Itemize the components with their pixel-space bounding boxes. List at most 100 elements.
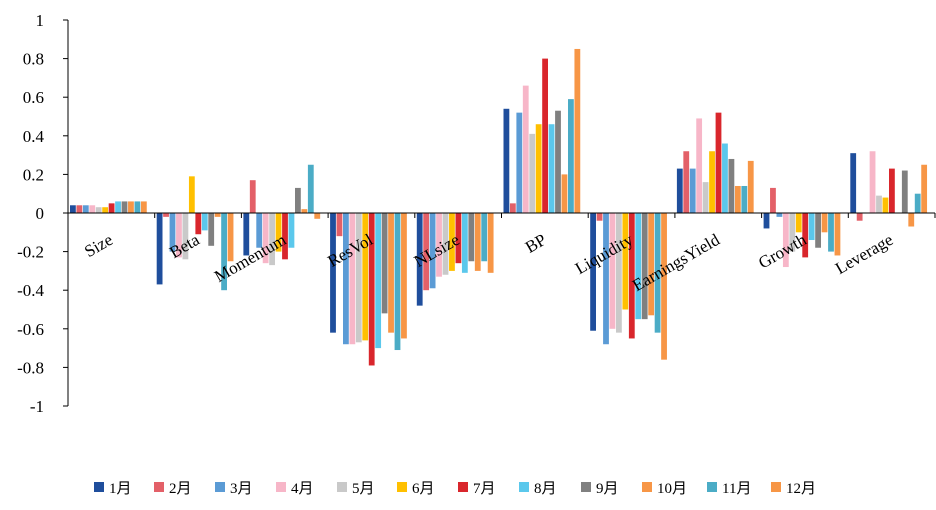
legend-swatch xyxy=(154,482,164,492)
bar-size-5 xyxy=(95,207,102,213)
bar-bp-8 xyxy=(548,124,555,213)
bar-bp-7 xyxy=(542,58,548,213)
bar-liquidity-2 xyxy=(596,213,603,221)
bar-liquidity-11 xyxy=(654,213,661,333)
bar-momentum-3 xyxy=(256,213,263,248)
y-tick-label: -0.8 xyxy=(17,358,44,377)
bar-momentum-2 xyxy=(249,180,256,213)
y-tick-label: 0.6 xyxy=(23,88,44,107)
bar-size-1 xyxy=(70,205,76,213)
bar-size-4 xyxy=(89,205,96,213)
legend-swatch xyxy=(771,482,781,492)
bar-leverage-6 xyxy=(882,197,889,213)
legend-label: 5月 xyxy=(352,481,375,497)
bar-beta-5 xyxy=(182,213,189,260)
bar-earningsyield-8 xyxy=(722,143,728,213)
bar-nlsize-8 xyxy=(461,213,468,273)
bar-momentum-6 xyxy=(275,213,282,252)
bar-resvol-7 xyxy=(368,213,375,366)
bar-momentum-9 xyxy=(295,187,301,213)
bar-nlsize-2 xyxy=(423,213,430,291)
legend-label: 6月 xyxy=(412,481,435,497)
bar-momentum-8 xyxy=(288,213,295,248)
bar-bp-10 xyxy=(561,174,568,213)
y-tick-label: -0.4 xyxy=(17,281,44,300)
bar-liquidity-1 xyxy=(590,213,596,331)
bar-liquidity-12 xyxy=(661,213,667,360)
bar-resvol-11 xyxy=(394,213,401,351)
legend-label: 4月 xyxy=(291,481,314,497)
bar-nlsize-12 xyxy=(487,213,494,273)
bar-growth-11 xyxy=(828,213,834,252)
bar-beta-1 xyxy=(156,213,163,285)
bar-earningsyield-4 xyxy=(696,118,703,213)
bar-growth-10 xyxy=(821,213,828,233)
legend-swatch xyxy=(276,482,286,492)
bar-bp-12 xyxy=(574,48,581,214)
bar-earningsyield-12 xyxy=(747,160,754,213)
bar-beta-2 xyxy=(163,213,169,217)
bar-size-6 xyxy=(102,207,109,213)
y-tick-label: 0.8 xyxy=(23,50,44,69)
y-tick-label: -1 xyxy=(30,397,44,416)
bar-growth-5 xyxy=(789,213,796,252)
bar-beta-9 xyxy=(208,213,215,246)
legend-label: 2月 xyxy=(169,481,192,497)
bar-earningsyield-6 xyxy=(709,151,715,213)
bar-leverage-2 xyxy=(856,213,863,221)
legend-label: 12月 xyxy=(786,481,816,497)
x-axis xyxy=(67,212,936,218)
bar-bp-5 xyxy=(529,133,536,213)
bar-size-8 xyxy=(115,201,121,213)
bar-nlsize-1 xyxy=(416,213,423,306)
bar-earningsyield-1 xyxy=(676,168,683,213)
bar-beta-12 xyxy=(227,213,234,262)
bar-earningsyield-7 xyxy=(715,112,722,213)
bar-liquidity-7 xyxy=(628,213,635,339)
legend-label: 1月 xyxy=(109,481,132,497)
bar-beta-7 xyxy=(195,213,202,235)
legend-label: 11月 xyxy=(722,481,751,497)
legend-swatch xyxy=(215,482,225,492)
bar-earningsyield-5 xyxy=(702,182,709,213)
y-tick-label: 0 xyxy=(36,204,45,223)
bar-beta-6 xyxy=(188,176,195,213)
bar-growth-1 xyxy=(763,213,770,229)
legend-label: 3月 xyxy=(230,481,253,497)
y-tick-label: -0.6 xyxy=(17,320,44,339)
legend-label: 8月 xyxy=(534,481,557,497)
bar-bp-6 xyxy=(535,124,542,213)
bar-growth-6 xyxy=(795,213,802,233)
bar-liquidity-3 xyxy=(603,213,609,345)
bar-resvol-10 xyxy=(388,213,394,333)
bar-resvol-4 xyxy=(349,213,356,345)
bar-bp-11 xyxy=(568,99,574,213)
bar-earningsyield-3 xyxy=(689,168,696,213)
bar-size-12 xyxy=(140,201,147,213)
bar-momentum-11 xyxy=(307,164,314,213)
bar-growth-9 xyxy=(815,213,821,248)
bar-bp-2 xyxy=(509,203,516,213)
bar-size-9 xyxy=(121,201,128,213)
bar-resvol-2 xyxy=(336,213,343,237)
bars xyxy=(70,48,928,366)
bar-momentum-7 xyxy=(282,213,288,260)
y-tick-label: -0.2 xyxy=(17,243,44,262)
legend-label: 9月 xyxy=(596,481,619,497)
bar-resvol-5 xyxy=(355,213,362,343)
bar-liquidity-8 xyxy=(635,213,642,320)
bar-liquidity-5 xyxy=(616,213,622,333)
bar-resvol-9 xyxy=(381,213,388,314)
bar-nlsize-5 xyxy=(442,213,449,275)
bar-resvol-12 xyxy=(401,213,407,339)
bar-size-3 xyxy=(82,205,89,213)
bar-resvol-6 xyxy=(362,213,369,341)
bar-leverage-9 xyxy=(901,170,908,213)
bar-growth-7 xyxy=(802,213,809,258)
bar-resvol-1 xyxy=(330,213,336,333)
legend-swatch xyxy=(519,482,529,492)
legend-swatch xyxy=(707,482,717,492)
bar-growth-4 xyxy=(782,213,789,268)
bar-earningsyield-11 xyxy=(741,185,748,213)
bar-nlsize-7 xyxy=(455,213,462,264)
